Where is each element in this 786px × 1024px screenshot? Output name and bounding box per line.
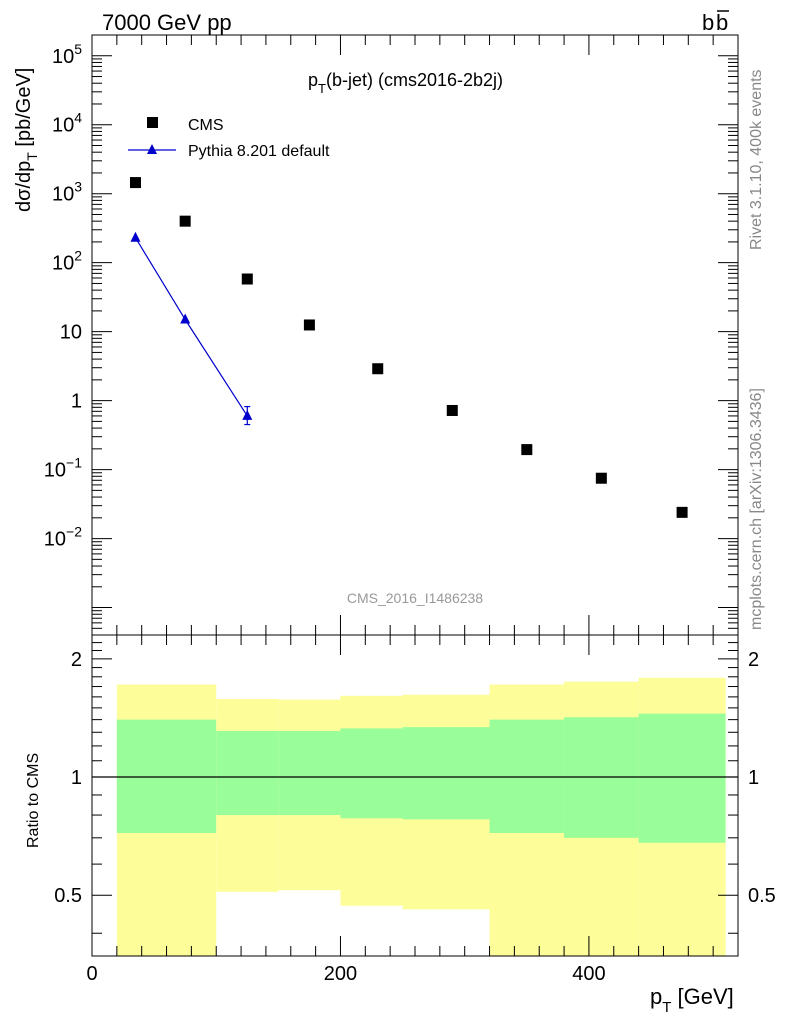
ratio-bands bbox=[116, 677, 726, 956]
plot-title-main: p bbox=[308, 70, 318, 90]
uncertainty-band-green bbox=[489, 719, 565, 834]
uncertainty-band-green bbox=[402, 727, 490, 820]
cms-point bbox=[129, 177, 141, 189]
rivet-label: Rivet 3.1.10, 400k events bbox=[748, 69, 765, 250]
plot-title-rest: (b-jet) (cms2016-2b2j) bbox=[326, 70, 503, 90]
ratio-y-tick-label-right: 2 bbox=[748, 649, 759, 671]
ratio-y-tick-labels: 0.5 0.5 1 1 2 2 bbox=[54, 649, 776, 907]
cms-point bbox=[595, 472, 607, 484]
ratio-y-tick-label-right: 0.5 bbox=[748, 885, 776, 907]
y-tick-label: 10−1 bbox=[44, 455, 82, 482]
pythia-line bbox=[134, 237, 248, 417]
y-tick-label: 104 bbox=[52, 110, 82, 137]
y-tick-label: 10 bbox=[60, 322, 82, 344]
x-axis-label: pT [GeV] bbox=[650, 984, 734, 1016]
y-tick-label: 105 bbox=[52, 41, 82, 68]
legend-pythia-label: Pythia 8.201 default bbox=[188, 143, 330, 160]
header-right-bbar: b bbox=[716, 10, 728, 35]
cms-point bbox=[179, 215, 191, 227]
ratio-y-tick-label-left: 0.5 bbox=[54, 885, 82, 907]
cms-point bbox=[241, 273, 253, 285]
pythia-point bbox=[130, 231, 141, 242]
cms-point bbox=[521, 444, 533, 456]
analysis-watermark: CMS_2016_I1486238 bbox=[347, 590, 483, 606]
cms-point bbox=[372, 363, 384, 375]
mcplots-label: mcplots.cern.ch [arXiv:1306.3436] bbox=[748, 388, 765, 630]
uncertainty-band-green bbox=[116, 719, 217, 834]
uncertainty-band-green bbox=[638, 713, 726, 843]
main-y-axis-label: dσ/dpT [pb/GeV] bbox=[13, 68, 40, 212]
pythia-point bbox=[180, 313, 191, 324]
pythia-series bbox=[130, 231, 253, 426]
ratio-y-tick-label-left: 1 bbox=[71, 767, 82, 789]
cms-series bbox=[129, 177, 688, 518]
ratio-panel: 0.5 0.5 1 1 2 2 0 200 400 Ratio to CMS pT [GeV] bbox=[25, 634, 776, 1016]
ratio-y-axis-label: Ratio to CMS bbox=[25, 753, 42, 848]
legend-pythia-marker bbox=[147, 144, 157, 154]
x-tick-labels: 0 200 400 bbox=[86, 963, 605, 985]
y-tick-label: 1 bbox=[71, 391, 82, 413]
y-tick-label: 102 bbox=[52, 248, 82, 275]
plot-title-sub: T bbox=[318, 81, 326, 96]
cms-point bbox=[446, 404, 458, 416]
header-right-b: b bbox=[702, 10, 714, 35]
x-tick-label: 400 bbox=[572, 963, 605, 985]
x-tick-label: 0 bbox=[86, 963, 97, 985]
pythia-point bbox=[242, 409, 253, 420]
header-left: 7000 GeV pp bbox=[102, 10, 232, 35]
uncertainty-band-green bbox=[216, 730, 279, 816]
legend-cms-label: CMS bbox=[188, 117, 224, 134]
cms-point bbox=[676, 506, 688, 518]
ratio-y-tick-label-right: 1 bbox=[748, 767, 759, 789]
ratio-ticks bbox=[91, 635, 738, 956]
y-tick-label: 10−2 bbox=[44, 524, 82, 551]
x-tick-label: 200 bbox=[324, 963, 357, 985]
ratio-y-tick-label-left: 2 bbox=[71, 649, 82, 671]
y-tick-label: 103 bbox=[52, 179, 82, 206]
uncertainty-band-green bbox=[340, 728, 403, 819]
main-ticks bbox=[91, 34, 738, 636]
legend-cms-marker bbox=[147, 117, 158, 128]
uncertainty-band-green bbox=[278, 730, 341, 816]
svg-text:pT(b-jet) (cms2016-2b2j): pT(b-jet) (cms2016-2b2j) bbox=[308, 70, 503, 96]
cms-point bbox=[303, 319, 315, 331]
